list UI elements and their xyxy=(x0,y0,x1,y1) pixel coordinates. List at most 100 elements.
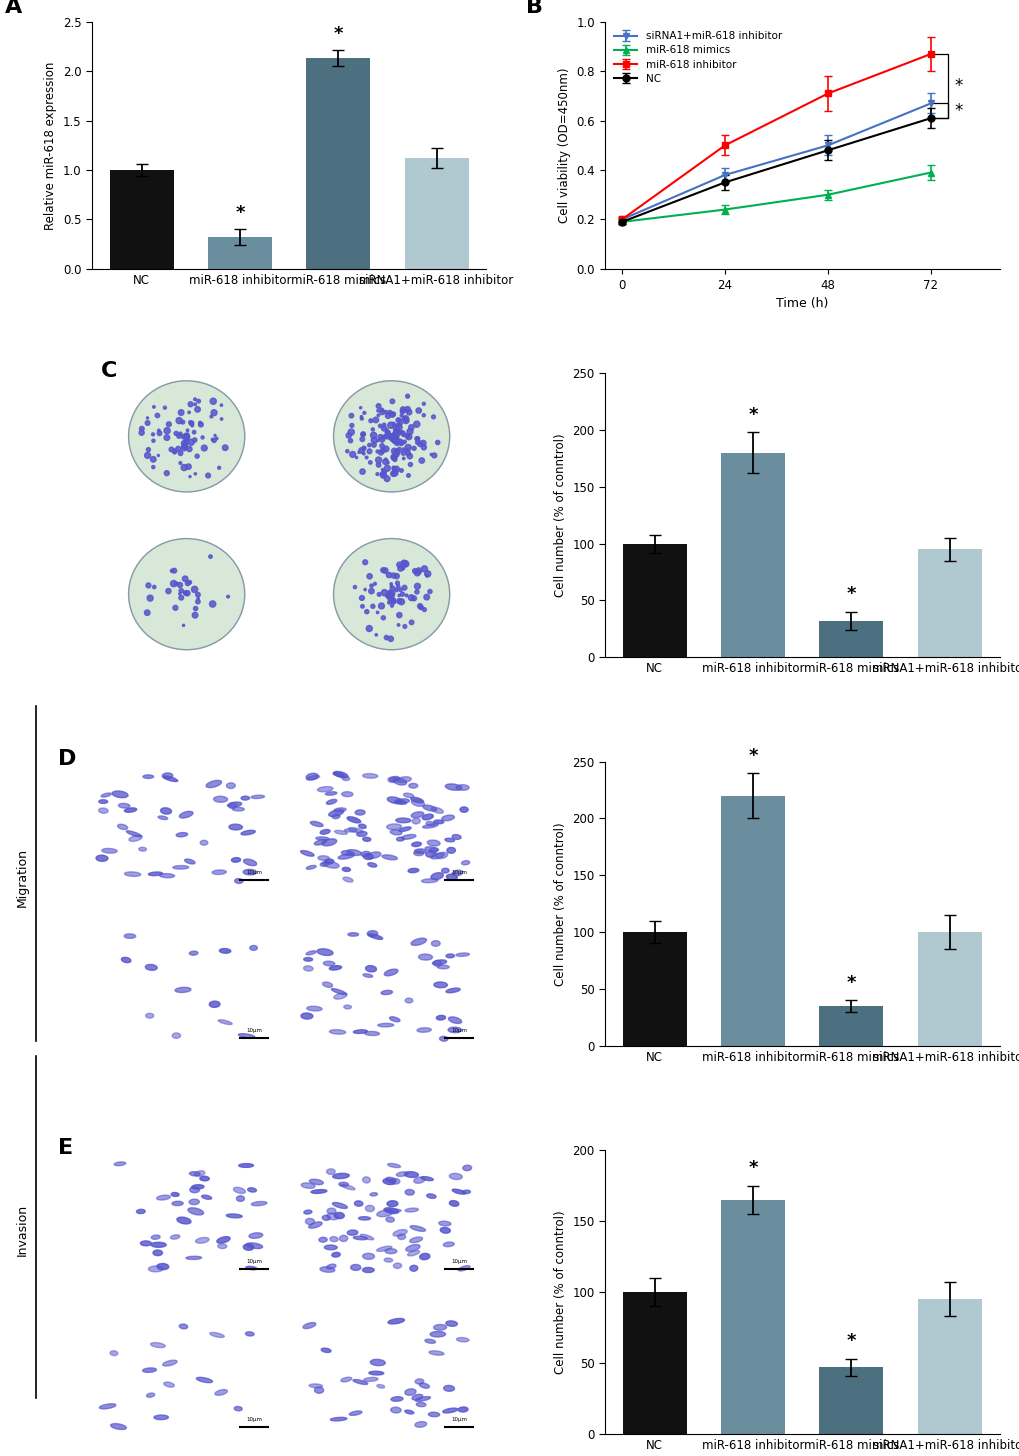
Circle shape xyxy=(210,397,216,405)
Circle shape xyxy=(381,590,387,596)
Ellipse shape xyxy=(243,869,257,875)
Circle shape xyxy=(377,414,379,416)
Ellipse shape xyxy=(462,860,470,865)
Circle shape xyxy=(140,427,144,431)
Circle shape xyxy=(189,440,194,446)
Ellipse shape xyxy=(322,981,332,987)
Circle shape xyxy=(360,416,363,421)
Circle shape xyxy=(370,432,376,438)
Circle shape xyxy=(391,454,396,460)
Circle shape xyxy=(189,476,191,478)
Ellipse shape xyxy=(110,1424,126,1430)
Ellipse shape xyxy=(414,1176,425,1184)
Ellipse shape xyxy=(209,1002,220,1008)
Circle shape xyxy=(390,574,395,578)
Circle shape xyxy=(376,612,378,613)
Ellipse shape xyxy=(317,786,332,792)
Ellipse shape xyxy=(364,1377,378,1382)
Ellipse shape xyxy=(304,958,312,961)
Ellipse shape xyxy=(187,1208,204,1214)
Ellipse shape xyxy=(314,1388,323,1393)
Ellipse shape xyxy=(333,539,449,649)
Circle shape xyxy=(388,594,392,597)
Circle shape xyxy=(405,594,408,597)
Circle shape xyxy=(405,406,410,412)
Circle shape xyxy=(384,466,390,472)
Circle shape xyxy=(391,467,396,472)
Ellipse shape xyxy=(425,850,435,858)
Circle shape xyxy=(412,447,416,450)
Ellipse shape xyxy=(157,1264,168,1270)
Circle shape xyxy=(152,466,155,469)
Circle shape xyxy=(385,431,388,434)
Ellipse shape xyxy=(395,799,409,804)
Ellipse shape xyxy=(422,824,437,828)
Ellipse shape xyxy=(385,1208,400,1213)
Ellipse shape xyxy=(353,1029,367,1034)
Circle shape xyxy=(178,432,182,435)
Circle shape xyxy=(389,399,394,403)
Ellipse shape xyxy=(405,999,413,1003)
Ellipse shape xyxy=(363,853,373,859)
Circle shape xyxy=(389,435,394,441)
Circle shape xyxy=(395,434,398,438)
Text: D: D xyxy=(58,748,76,769)
Ellipse shape xyxy=(331,989,346,994)
Ellipse shape xyxy=(112,791,128,798)
Ellipse shape xyxy=(185,1257,202,1259)
Ellipse shape xyxy=(415,1379,423,1385)
Ellipse shape xyxy=(329,965,341,970)
Ellipse shape xyxy=(248,1188,256,1192)
Circle shape xyxy=(195,454,199,459)
Circle shape xyxy=(190,421,194,425)
Circle shape xyxy=(394,448,399,454)
Ellipse shape xyxy=(301,850,314,856)
Ellipse shape xyxy=(382,855,397,860)
Circle shape xyxy=(362,453,365,454)
Circle shape xyxy=(183,441,187,446)
Circle shape xyxy=(390,472,395,476)
Text: *: * xyxy=(748,406,757,424)
Circle shape xyxy=(382,459,388,464)
Circle shape xyxy=(358,451,360,453)
Circle shape xyxy=(387,422,393,428)
Bar xyxy=(623,932,686,1045)
Circle shape xyxy=(178,596,183,600)
Circle shape xyxy=(345,450,348,453)
Text: 10μm: 10μm xyxy=(450,1028,467,1034)
Circle shape xyxy=(391,434,395,437)
Ellipse shape xyxy=(194,1171,205,1176)
Ellipse shape xyxy=(326,1213,338,1220)
Ellipse shape xyxy=(363,1254,374,1259)
Ellipse shape xyxy=(128,539,245,649)
Ellipse shape xyxy=(325,792,336,795)
Circle shape xyxy=(394,430,399,434)
Ellipse shape xyxy=(334,830,347,834)
Circle shape xyxy=(396,424,401,430)
Y-axis label: Relative miR-618 expression: Relative miR-618 expression xyxy=(44,61,57,230)
Circle shape xyxy=(376,409,379,412)
Ellipse shape xyxy=(363,773,377,778)
Ellipse shape xyxy=(190,951,198,955)
Circle shape xyxy=(350,451,356,457)
Ellipse shape xyxy=(128,836,142,842)
Ellipse shape xyxy=(393,1264,401,1268)
Text: A: A xyxy=(5,0,22,17)
Circle shape xyxy=(416,568,421,574)
Circle shape xyxy=(398,598,405,604)
Ellipse shape xyxy=(322,1216,330,1220)
Circle shape xyxy=(378,603,384,609)
Ellipse shape xyxy=(157,1195,170,1200)
Ellipse shape xyxy=(110,1351,117,1356)
Ellipse shape xyxy=(430,853,443,859)
Circle shape xyxy=(385,428,387,431)
Ellipse shape xyxy=(206,780,221,788)
Circle shape xyxy=(215,437,218,440)
Circle shape xyxy=(360,415,363,418)
Ellipse shape xyxy=(338,1182,348,1187)
Circle shape xyxy=(195,406,200,412)
Ellipse shape xyxy=(232,807,244,811)
Ellipse shape xyxy=(321,1348,331,1353)
Ellipse shape xyxy=(376,1385,384,1388)
Circle shape xyxy=(388,434,390,437)
